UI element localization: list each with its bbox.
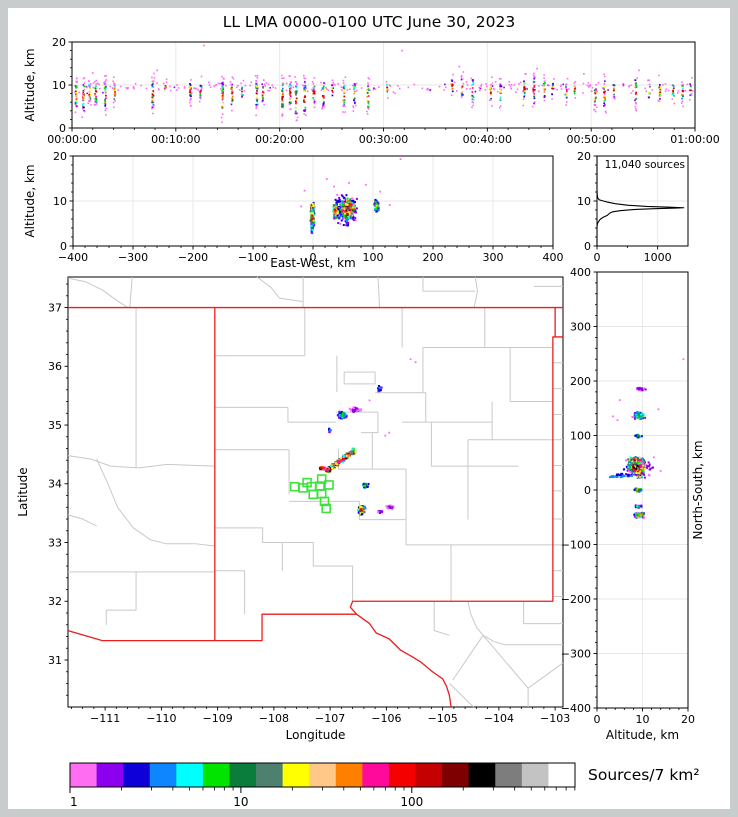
svg-text:34: 34 xyxy=(48,478,62,491)
svg-text:−107: −107 xyxy=(315,712,345,725)
colorbar-panel: 1 10 100 xyxy=(69,762,576,809)
eastwest-height-panel: −400 −300 −200 −100 0 100 200 300 400 0 10 20 East-W… xyxy=(23,150,564,270)
svg-text:−106: −106 xyxy=(371,712,401,725)
svg-text:0: 0 xyxy=(594,251,601,264)
svg-text:00:40:00: 00:40:00 xyxy=(463,133,512,146)
svg-text:00:50:00: 00:50:00 xyxy=(566,133,615,146)
page-title: LL LMA 0000-0100 UTC June 30, 2023 xyxy=(222,13,516,31)
svg-text:35: 35 xyxy=(48,419,62,432)
svg-text:01:00:00: 01:00:00 xyxy=(670,133,719,146)
svg-text:−200: −200 xyxy=(561,593,591,606)
svg-text:1000: 1000 xyxy=(644,251,672,264)
svg-text:10: 10 xyxy=(233,795,248,809)
plan-view-map-panel: −111 −110 −109 −108 −107 −106 −105 −104 −103 31 32… xyxy=(16,276,570,742)
svg-text:0: 0 xyxy=(60,240,67,253)
svg-text:−200: −200 xyxy=(178,251,208,264)
svg-text:0: 0 xyxy=(59,122,66,135)
svg-text:−110: −110 xyxy=(146,712,176,725)
time-height-panel: 00:00:00 00:10:00 00:20:00 00:30:00 00:40:00… xyxy=(23,36,720,146)
svg-text:East-West, km: East-West, km xyxy=(270,256,356,270)
svg-text:1: 1 xyxy=(70,795,78,809)
altitude-histogram-panel: 0 1000 0 10 20 11,040 sources xyxy=(577,150,689,264)
svg-text:200: 200 xyxy=(423,251,444,264)
svg-text:200: 200 xyxy=(570,375,591,388)
svg-text:11,040 sources: 11,040 sources xyxy=(605,159,685,171)
svg-text:10: 10 xyxy=(52,79,66,92)
svg-text:North-South, km: North-South, km xyxy=(691,440,705,539)
svg-text:300: 300 xyxy=(570,320,591,333)
svg-text:−100: −100 xyxy=(238,251,268,264)
svg-text:00:30:00: 00:30:00 xyxy=(359,133,408,146)
svg-text:0: 0 xyxy=(594,713,601,726)
svg-text:Altitude, km: Altitude, km xyxy=(23,164,37,237)
svg-text:Latitude: Latitude xyxy=(16,467,30,516)
svg-text:10: 10 xyxy=(53,195,67,208)
svg-text:−108: −108 xyxy=(259,712,289,725)
svg-text:20: 20 xyxy=(53,150,67,163)
svg-text:Altitude, km: Altitude, km xyxy=(606,728,679,742)
svg-text:36: 36 xyxy=(48,360,62,373)
svg-text:−105: −105 xyxy=(428,712,458,725)
svg-text:−100: −100 xyxy=(561,538,591,551)
colorbar-label: Sources/7 km² xyxy=(588,766,700,784)
svg-text:0: 0 xyxy=(310,251,317,264)
svg-text:Altitude, km: Altitude, km xyxy=(23,48,37,121)
svg-text:33: 33 xyxy=(48,536,62,549)
svg-text:00:10:00: 00:10:00 xyxy=(151,133,200,146)
svg-text:37: 37 xyxy=(48,301,62,314)
svg-text:00:20:00: 00:20:00 xyxy=(255,133,304,146)
svg-text:400: 400 xyxy=(570,266,591,279)
svg-text:10: 10 xyxy=(577,195,591,208)
svg-text:Longitude: Longitude xyxy=(286,728,346,742)
svg-text:−400: −400 xyxy=(561,702,591,715)
svg-text:−109: −109 xyxy=(203,712,233,725)
svg-text:100: 100 xyxy=(363,251,384,264)
svg-text:−300: −300 xyxy=(118,251,148,264)
svg-text:−103: −103 xyxy=(540,712,570,725)
svg-text:10: 10 xyxy=(636,713,650,726)
svg-text:−400: −400 xyxy=(58,251,88,264)
svg-text:400: 400 xyxy=(543,251,564,264)
svg-text:100: 100 xyxy=(570,429,591,442)
svg-text:−300: −300 xyxy=(561,647,591,660)
svg-text:−104: −104 xyxy=(484,712,514,725)
svg-text:20: 20 xyxy=(681,713,695,726)
svg-text:0: 0 xyxy=(584,484,591,497)
svg-text:20: 20 xyxy=(577,150,591,163)
svg-text:300: 300 xyxy=(483,251,504,264)
svg-text:31: 31 xyxy=(48,654,62,667)
svg-text:20: 20 xyxy=(52,36,66,49)
northsouth-height-panel: 0 10 20 400 300 200 100 0 −100 −200 −300 −400 Altitu… xyxy=(561,266,705,742)
svg-text:00:00:00: 00:00:00 xyxy=(47,133,96,146)
svg-text:0: 0 xyxy=(584,240,591,253)
svg-text:−111: −111 xyxy=(90,712,120,725)
svg-text:100: 100 xyxy=(400,795,423,809)
svg-text:32: 32 xyxy=(48,595,62,608)
